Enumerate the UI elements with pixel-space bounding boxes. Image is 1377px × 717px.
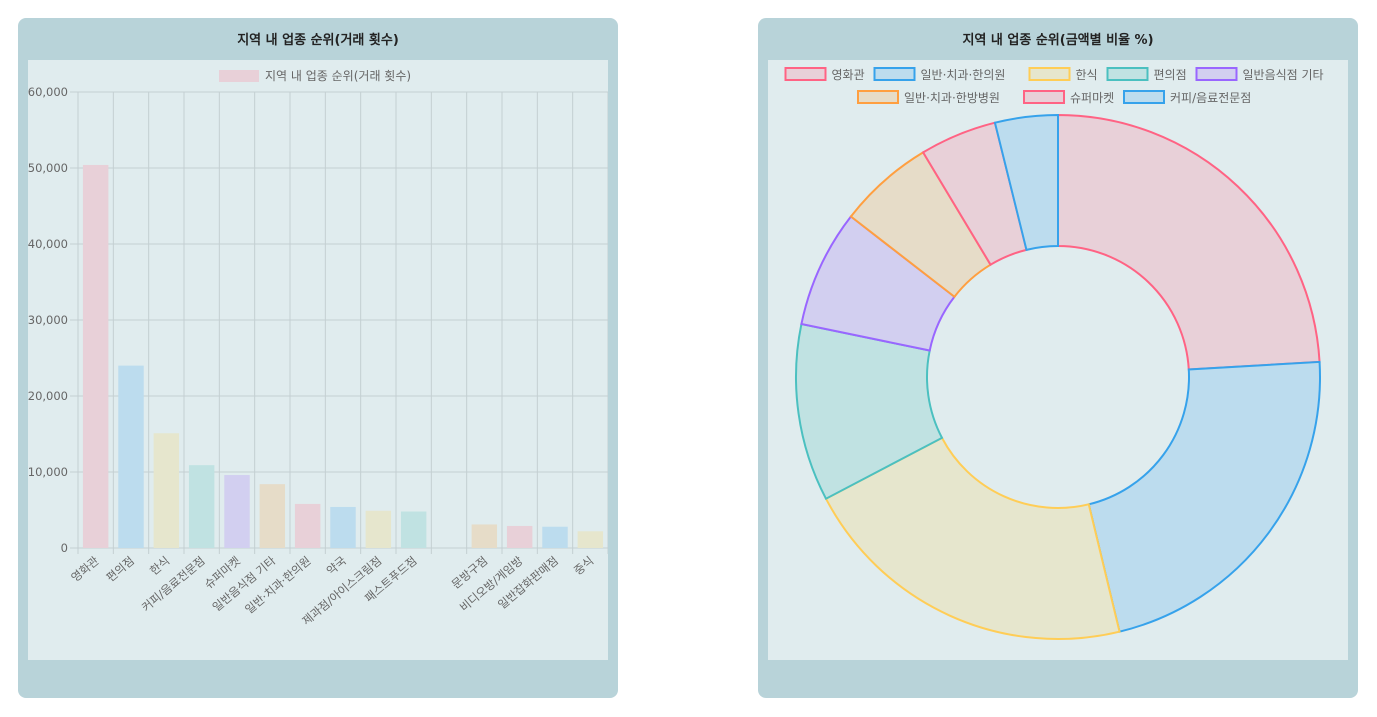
- doughnut-slice: [1087, 360, 1321, 633]
- doughnut-legend-label: 슈퍼마켓: [1070, 91, 1114, 105]
- y-tick-label: 20,000: [28, 389, 68, 403]
- bar: [259, 484, 286, 548]
- x-tick-label: 중식: [571, 554, 596, 578]
- bar-chart-panel: 지역 내 업종 순위(거래 횟수) 지역 내 업종 순위(거래 횟수) 0 10,0…: [18, 18, 618, 698]
- bar: [153, 433, 180, 548]
- doughnut-legend-swatch: [1123, 90, 1165, 104]
- y-tick-label: 40,000: [28, 237, 68, 251]
- doughnut-slice: [993, 113, 1059, 252]
- bar: [330, 506, 356, 548]
- bar: [542, 526, 568, 548]
- bar: [82, 164, 109, 548]
- bar: [224, 475, 250, 548]
- doughnut-slice: [824, 436, 1121, 640]
- y-tick-label: 10,000: [28, 465, 68, 479]
- doughnut-legend-swatch: [873, 67, 916, 81]
- doughnut-slice: [1057, 113, 1321, 371]
- doughnut-legend-label: 일반음식점 기타: [1243, 68, 1324, 82]
- bar-chart-title: 지역 내 업종 순위(거래 횟수): [237, 33, 399, 48]
- bar-legend: 지역 내 업종 순위(거래 횟수): [219, 69, 411, 83]
- bar: [118, 365, 144, 548]
- bar: [506, 525, 533, 548]
- bar: [365, 510, 392, 548]
- doughnut-legend-label: 일반·치과·한방병원: [904, 91, 1000, 105]
- y-tick-label: 30,000: [28, 313, 68, 327]
- y-tick-label: 50,000: [28, 161, 68, 175]
- doughnut-legend-swatch: [1028, 67, 1071, 81]
- bar: [188, 465, 215, 548]
- x-tick-label: 영화관: [68, 553, 102, 584]
- x-tick-label: 커피/음료전문점: [139, 554, 208, 615]
- doughnut-legend-label: 일반·치과·한의원: [921, 68, 1006, 82]
- doughnut-legend-swatch: [857, 90, 899, 104]
- bar: [471, 524, 498, 548]
- doughnut-legend-label: 커피/음료전문점: [1170, 91, 1251, 105]
- bar-legend-swatch: [219, 70, 259, 82]
- bar: [400, 511, 427, 548]
- doughnut-legend-swatch: [1195, 67, 1238, 81]
- bar-legend-label: 지역 내 업종 순위(거래 횟수): [265, 69, 411, 83]
- y-tick-label: 0: [61, 541, 68, 555]
- y-tick-label: 60,000: [28, 85, 68, 99]
- doughnut-legend-label: 편의점: [1154, 68, 1187, 82]
- doughnut-legend-label: 영화관: [832, 68, 865, 82]
- x-tick-label: 편의점: [104, 554, 137, 585]
- doughnut-legend-label: 한식: [1076, 68, 1098, 82]
- doughnut-legend-swatch: [1023, 90, 1065, 104]
- bar-chart: 지역 내 업종 순위(거래 횟수) 0 10,000 20,000 30,000 40,0…: [28, 69, 608, 628]
- doughnut-legend-swatch: [784, 67, 827, 81]
- bar: [577, 531, 604, 548]
- x-tick-label: 한식: [147, 554, 172, 578]
- x-tick-label: 약국: [324, 554, 349, 578]
- bar: [294, 503, 321, 548]
- doughnut-legend-swatch: [1106, 67, 1149, 81]
- bar-chart-area: 지역 내 업종 순위(거래 횟수) 0 10,000 20,000 30,000 40,0…: [28, 60, 608, 660]
- doughnut-chart-title: 지역 내 업종 순위(금액별 비율 %): [962, 33, 1154, 48]
- doughnut-chart-panel: 지역 내 업종 순위(금액별 비율 %) 영화관 일반·치과·한의원 한식 편의점 일반…: [758, 18, 1358, 698]
